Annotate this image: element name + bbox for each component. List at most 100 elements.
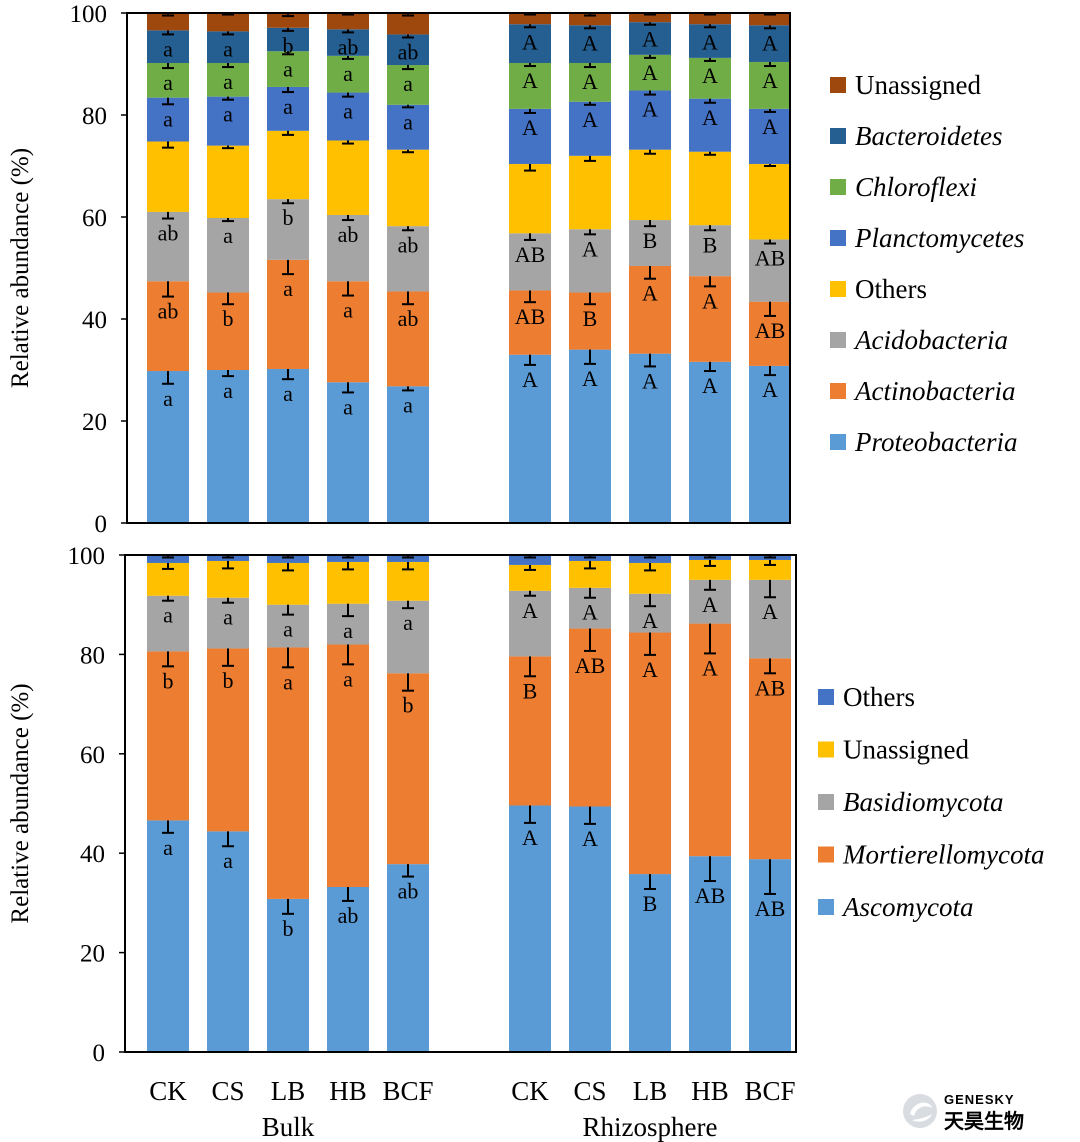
bar-segment-bacteroidetes bbox=[387, 34, 429, 66]
bar-segment-planctomycetes bbox=[749, 108, 791, 164]
significance-label: a bbox=[223, 102, 233, 127]
significance-label: A bbox=[702, 288, 718, 313]
fungi-panel: Relative abundance (%)020406080100abaaba… bbox=[7, 543, 1044, 1067]
legend-entry: Acidobacteria bbox=[853, 325, 1008, 355]
bar-segment-mortierellomycota bbox=[569, 628, 611, 807]
significance-label: ab bbox=[338, 903, 359, 928]
bar-segment-actinobacteria bbox=[387, 291, 429, 387]
bar-segment-planctomycetes bbox=[267, 86, 309, 131]
bar-segment-unassigned bbox=[629, 13, 671, 23]
significance-label: A bbox=[702, 29, 718, 54]
significance-label: A bbox=[642, 281, 658, 306]
x-tick-label: CK bbox=[511, 1076, 549, 1106]
significance-label: a bbox=[163, 36, 173, 61]
bar-segment-others bbox=[207, 145, 249, 219]
bar-segment-mortierellomycota bbox=[509, 656, 551, 806]
significance-label: ab bbox=[158, 299, 179, 324]
bar-segment-chloroflexi bbox=[509, 62, 551, 109]
significance-label: A bbox=[582, 236, 598, 261]
bar-segment-unassigned bbox=[147, 13, 189, 31]
significance-label: AB bbox=[575, 653, 606, 678]
significance-label: b bbox=[283, 33, 294, 58]
bar-segment-bacteroidetes bbox=[569, 25, 611, 63]
significance-label: b bbox=[283, 205, 294, 230]
bar-segment-mortierellomycota bbox=[147, 651, 189, 821]
legend-swatch bbox=[830, 281, 846, 297]
significance-label: A bbox=[702, 63, 718, 88]
y-tick-label: 20 bbox=[80, 941, 105, 968]
legend-entry: Others bbox=[843, 682, 915, 712]
significance-label: a bbox=[283, 276, 293, 301]
bar-segment-bacteroidetes bbox=[689, 24, 731, 58]
bar-segment-mortierellomycota bbox=[207, 648, 249, 832]
bar-segment-unassigned bbox=[207, 13, 249, 32]
bar-segment-acidobacteria bbox=[207, 218, 249, 293]
significance-label: AB bbox=[755, 675, 786, 700]
bar-segment-unassigned bbox=[387, 13, 429, 35]
y-tick-label: 80 bbox=[82, 103, 107, 130]
bar-segment-chloroflexi bbox=[569, 62, 611, 102]
legend-entry: Others bbox=[855, 274, 927, 304]
legend-swatch bbox=[830, 128, 846, 144]
legend-entry: Chloroflexi bbox=[855, 172, 977, 202]
bar-segment-planctomycetes bbox=[509, 108, 551, 164]
bar-segment-proteobacteria bbox=[749, 365, 791, 523]
significance-label: AB bbox=[515, 304, 546, 329]
bar-segment-mortierellomycota bbox=[327, 644, 369, 887]
significance-label: A bbox=[762, 68, 778, 93]
bar-segment-chloroflexi bbox=[207, 62, 249, 97]
y-tick-label: 0 bbox=[93, 1040, 106, 1067]
bar-segment-others bbox=[509, 555, 551, 565]
y-tick-label: 40 bbox=[80, 841, 105, 868]
bar-segment-bacteroidetes bbox=[629, 22, 671, 55]
bar-segment-ascomycota bbox=[327, 886, 369, 1052]
significance-label: ab bbox=[398, 306, 419, 331]
significance-label: A bbox=[642, 368, 658, 393]
legend-entry: Basidiomycota bbox=[843, 787, 1003, 817]
legend-entry: Unassigned bbox=[855, 70, 981, 100]
significance-label: a bbox=[223, 36, 233, 61]
x-tick-label: LB bbox=[633, 1076, 668, 1106]
x-tick-label: BCF bbox=[382, 1076, 433, 1106]
genesky-logo-icon: GENESKY 天昊生物 bbox=[903, 1092, 1024, 1133]
bar-segment-ascomycota bbox=[509, 805, 551, 1052]
genesky-watermark: GENESKY 天昊生物 bbox=[900, 1086, 1070, 1136]
bar-segment-unassigned bbox=[689, 13, 731, 25]
y-tick-label: 80 bbox=[80, 642, 105, 669]
significance-label: A bbox=[522, 598, 538, 623]
bar-segment-planctomycetes bbox=[569, 101, 611, 156]
significance-label: a bbox=[343, 61, 353, 86]
bar-segment-others bbox=[147, 555, 189, 563]
legend-entry: Ascomycota bbox=[841, 892, 973, 922]
bar-segment-others bbox=[749, 163, 791, 240]
significance-label: a bbox=[223, 848, 233, 873]
significance-label: A bbox=[702, 373, 718, 398]
significance-label: a bbox=[163, 603, 173, 628]
plot-frame bbox=[126, 12, 791, 524]
bar-segment-ascomycota bbox=[569, 806, 611, 1052]
legend-swatch bbox=[830, 383, 846, 399]
significance-label: ab bbox=[158, 221, 179, 246]
significance-label: a bbox=[223, 378, 233, 403]
y-tick-label: 60 bbox=[82, 205, 107, 232]
bar-segment-others bbox=[147, 141, 189, 212]
significance-label: ab bbox=[338, 222, 359, 247]
legend-swatch bbox=[818, 689, 834, 705]
significance-label: a bbox=[163, 835, 173, 860]
significance-label: A bbox=[762, 599, 778, 624]
significance-label: a bbox=[283, 381, 293, 406]
significance-label: a bbox=[283, 617, 293, 642]
bar-segment-proteobacteria bbox=[569, 349, 611, 523]
bar-segment-others bbox=[629, 149, 671, 221]
legend-entry: Proteobacteria bbox=[854, 427, 1017, 457]
significance-label: ab bbox=[398, 39, 419, 64]
significance-label: A bbox=[762, 30, 778, 55]
bar-segment-others bbox=[629, 555, 671, 563]
significance-label: a bbox=[283, 94, 293, 119]
significance-label: a bbox=[403, 392, 413, 417]
significance-label: A bbox=[642, 60, 658, 85]
bar-segment-ascomycota bbox=[147, 820, 189, 1052]
significance-label: A bbox=[582, 107, 598, 132]
significance-label: AB bbox=[755, 318, 786, 343]
plot-frame bbox=[124, 554, 797, 1053]
